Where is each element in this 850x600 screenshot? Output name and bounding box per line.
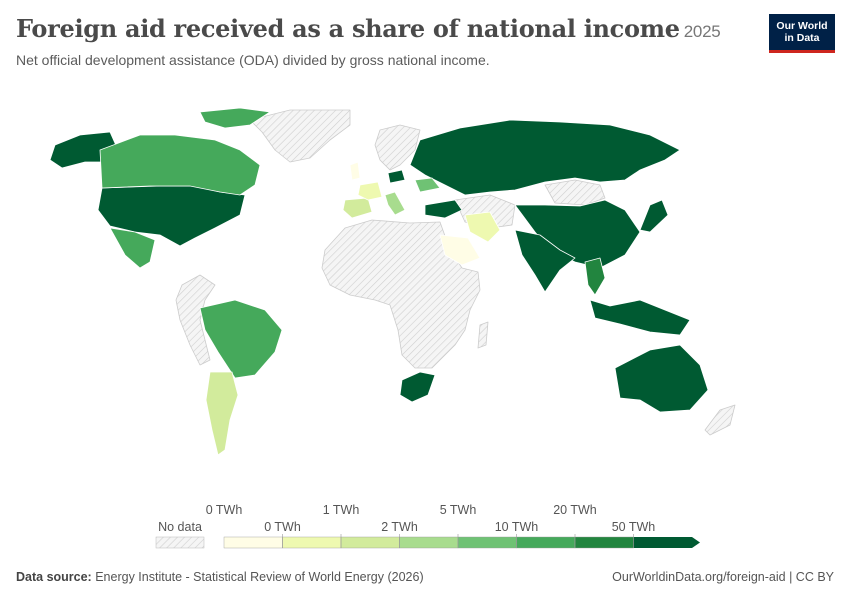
- legend-bin-1[interactable]: [282, 536, 342, 549]
- map-region-japan[interactable]: [639, 199, 669, 233]
- legend-ticks: 0 TWh 1 TWh 5 TWh 20 TWh 0 TWh 2 TWh 10 TWh 50 …: [206, 503, 656, 548]
- map-region-romania[interactable]: [414, 177, 441, 193]
- legend-lower-label-0: 0 TWh: [264, 520, 301, 534]
- legend-upper-label-3: 20 TWh: [553, 503, 597, 517]
- legend-bins: [223, 536, 701, 549]
- legend-bin-5[interactable]: [516, 536, 576, 549]
- map-region-australia[interactable]: [614, 344, 709, 413]
- source-text[interactable]: Energy Institute - Statistical Review of…: [95, 570, 424, 584]
- legend-bin-4[interactable]: [457, 536, 517, 549]
- map-region-greenland[interactable]: [249, 109, 351, 163]
- owid-logo[interactable]: Our World in Data: [769, 14, 835, 53]
- world-map: [49, 107, 736, 456]
- legend-lower-label-2: 10 TWh: [495, 520, 539, 534]
- map-region-italy[interactable]: [384, 191, 406, 216]
- legend-bin-6[interactable]: [574, 536, 634, 549]
- map-region-brazil[interactable]: [199, 299, 283, 379]
- title-year: 2025: [683, 22, 721, 41]
- map-region-iran[interactable]: [464, 211, 501, 243]
- title-text: Foreign aid received as a share of natio…: [16, 14, 680, 43]
- map-region-saudi-arabia[interactable]: [439, 234, 481, 266]
- legend-upper-label-1: 1 TWh: [323, 503, 360, 517]
- map-region-south-america-west[interactable]: [175, 274, 216, 366]
- logo-line-1: Our World: [776, 20, 828, 32]
- map-region-spain[interactable]: [342, 197, 373, 219]
- map-region-uk[interactable]: [349, 161, 361, 181]
- legend-no-data: No data: [155, 520, 205, 549]
- legend-lower-label-3: 50 TWh: [612, 520, 656, 534]
- legend-bin-0[interactable]: [223, 536, 283, 549]
- legend-bin-7[interactable]: [633, 537, 701, 548]
- map-region-europe-north[interactable]: [374, 124, 421, 171]
- map-region-poland[interactable]: [387, 169, 406, 184]
- map-region-africa[interactable]: [321, 219, 481, 369]
- map-region-mongolia[interactable]: [544, 179, 606, 206]
- map-region-arctic-islands[interactable]: [199, 107, 271, 129]
- chart-title: Foreign aid received as a share of natio…: [16, 14, 721, 43]
- chart-subtitle: Net official development assistance (ODA…: [16, 52, 490, 68]
- map-region-turkey[interactable]: [424, 199, 463, 219]
- map-region-russia[interactable]: [409, 119, 681, 196]
- source-label: Data source:: [16, 570, 92, 584]
- legend-upper-label-2: 5 TWh: [440, 503, 477, 517]
- map-region-argentina[interactable]: [205, 371, 239, 456]
- map-region-france[interactable]: [357, 181, 383, 201]
- legend-upper-label-0: 0 TWh: [206, 503, 243, 517]
- legend-bin-3[interactable]: [399, 536, 459, 549]
- map-region-south-africa[interactable]: [399, 371, 436, 403]
- legend-no-data-label: No data: [158, 520, 202, 534]
- map-region-thailand[interactable]: [584, 257, 606, 296]
- logo-line-2: in Data: [784, 32, 820, 44]
- map-region-indonesia[interactable]: [589, 299, 691, 336]
- map-region-madagascar[interactable]: [477, 321, 489, 349]
- legend-lower-label-1: 2 TWh: [381, 520, 418, 534]
- footer-url[interactable]: OurWorldinData.org/foreign-aid | CC BY: [612, 570, 834, 584]
- footer-source: Data source: Energy Institute - Statisti…: [16, 570, 424, 584]
- color-legend: No data 0 TWh 1 TWh 5 TWh 20 TWh 0 TWh 2 TWh 1…: [155, 503, 701, 549]
- map-region-mexico[interactable]: [109, 227, 156, 269]
- map-region-new-zealand[interactable]: [704, 404, 736, 436]
- legend-no-data-swatch: [155, 536, 205, 549]
- map-region-canada[interactable]: [99, 134, 261, 196]
- map-region-india[interactable]: [514, 229, 576, 293]
- legend-bin-2[interactable]: [340, 536, 400, 549]
